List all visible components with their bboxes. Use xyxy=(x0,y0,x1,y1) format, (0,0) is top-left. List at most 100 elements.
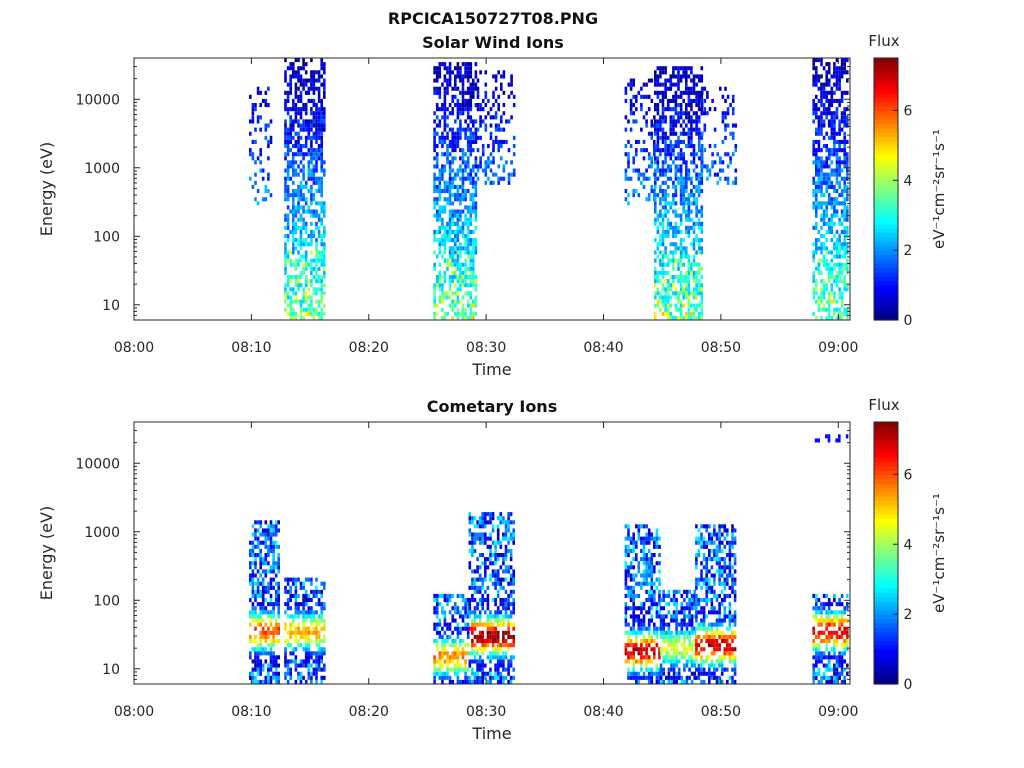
heatmap-cell xyxy=(496,667,500,672)
heatmap-cell xyxy=(317,86,321,91)
heatmap-cell xyxy=(264,606,268,611)
heatmap-cell xyxy=(446,135,449,140)
heatmap-cell xyxy=(507,671,510,676)
heatmap-cell xyxy=(812,82,815,87)
heatmap-cell xyxy=(679,315,683,320)
heatmap-cell xyxy=(711,152,714,157)
heatmap-cell xyxy=(645,536,648,541)
heatmap-cell xyxy=(304,283,308,288)
heatmap-cell xyxy=(687,74,691,79)
heatmap-cell xyxy=(438,270,442,275)
heatmap-cell xyxy=(272,639,275,644)
heatmap-cell xyxy=(835,86,839,91)
heatmap-cell xyxy=(284,659,287,664)
heatmap-cell xyxy=(464,217,467,222)
heatmap-cell xyxy=(835,160,839,165)
heatmap-cell xyxy=(473,536,477,541)
heatmap-cell xyxy=(469,98,473,103)
heatmap-cell xyxy=(459,90,462,95)
heatmap-cell xyxy=(294,262,298,267)
heatmap-cell xyxy=(827,66,831,71)
heatmap-cell xyxy=(693,593,696,598)
heatmap-cell xyxy=(312,258,316,263)
heatmap-cell xyxy=(632,606,635,611)
heatmap-cell xyxy=(297,610,300,615)
heatmap-cell xyxy=(700,205,704,210)
heatmap-cell xyxy=(481,630,484,635)
heatmap-cell xyxy=(254,557,257,562)
heatmap-cell xyxy=(254,598,257,603)
heatmap-cell xyxy=(323,107,326,112)
heatmap-cell xyxy=(289,82,292,87)
heatmap-cell xyxy=(731,98,735,103)
heatmap-cell xyxy=(459,225,462,230)
heatmap-cell xyxy=(654,156,657,161)
heatmap-cell xyxy=(272,528,275,533)
heatmap-cell xyxy=(302,299,305,304)
heatmap-cell xyxy=(817,238,821,243)
heatmap-cell xyxy=(838,70,841,75)
heatmap-cell xyxy=(461,598,465,603)
heatmap-cell xyxy=(466,148,470,153)
heatmap-cell xyxy=(693,643,696,648)
heatmap-cell xyxy=(835,283,839,288)
heatmap-cell xyxy=(438,659,442,664)
heatmap-cell xyxy=(307,205,311,210)
heatmap-cell xyxy=(669,86,673,91)
heatmap-cell xyxy=(827,82,831,87)
heatmap-cell xyxy=(443,610,447,615)
heatmap-cell xyxy=(315,287,318,292)
heatmap-cell xyxy=(441,176,444,181)
heatmap-cell xyxy=(716,172,719,177)
heatmap-cell xyxy=(267,172,270,177)
heatmap-cell xyxy=(476,659,479,664)
heatmap-cell xyxy=(307,78,311,83)
heatmap-cell xyxy=(690,86,693,91)
heatmap-cell xyxy=(846,315,849,320)
heatmap-cell xyxy=(441,242,444,247)
heatmap-cell xyxy=(504,528,508,533)
heatmap-cell xyxy=(679,279,683,284)
heatmap-cell xyxy=(456,107,460,112)
heatmap-cell xyxy=(666,201,670,206)
heatmap-cell xyxy=(674,225,678,230)
heatmap-cell xyxy=(624,618,628,623)
heatmap-cell xyxy=(297,626,300,631)
heatmap-cell xyxy=(256,647,260,652)
heatmap-cell xyxy=(815,205,818,210)
heatmap-cell xyxy=(454,671,457,676)
heatmap-cell xyxy=(812,295,815,300)
heatmap-cell xyxy=(507,94,511,99)
heatmap-cell xyxy=(734,144,738,149)
heatmap-cell xyxy=(815,279,818,284)
heatmap-cell xyxy=(650,659,654,664)
heatmap-cell xyxy=(472,275,475,280)
heatmap-cell xyxy=(486,602,490,607)
heatmap-cell xyxy=(833,254,836,259)
heatmap-cell xyxy=(466,303,470,308)
heatmap-cell xyxy=(685,90,688,95)
heatmap-cell xyxy=(267,86,270,91)
heatmap-cell xyxy=(297,622,300,627)
x-tick-label: 09:00 xyxy=(818,340,858,356)
heatmap-cell xyxy=(435,90,439,95)
heatmap-cell xyxy=(286,295,290,300)
heatmap-cell xyxy=(510,172,513,177)
heatmap-cell xyxy=(647,593,651,598)
heatmap-cell xyxy=(272,602,275,607)
heatmap-cell xyxy=(637,679,641,684)
heatmap-cell xyxy=(812,225,815,230)
heatmap-cell xyxy=(459,229,462,234)
heatmap-cell xyxy=(461,180,465,185)
heatmap-cell xyxy=(675,671,678,676)
heatmap-cell xyxy=(466,111,470,116)
heatmap-cell xyxy=(438,119,442,124)
heatmap-cell xyxy=(677,115,680,120)
heatmap-cell xyxy=(640,573,643,578)
heatmap-cell xyxy=(632,647,635,652)
heatmap-cell xyxy=(251,581,255,586)
heatmap-cell xyxy=(697,139,701,144)
heatmap-cell xyxy=(656,275,660,280)
heatmap-cell xyxy=(264,561,268,566)
heatmap-cell xyxy=(703,127,707,132)
